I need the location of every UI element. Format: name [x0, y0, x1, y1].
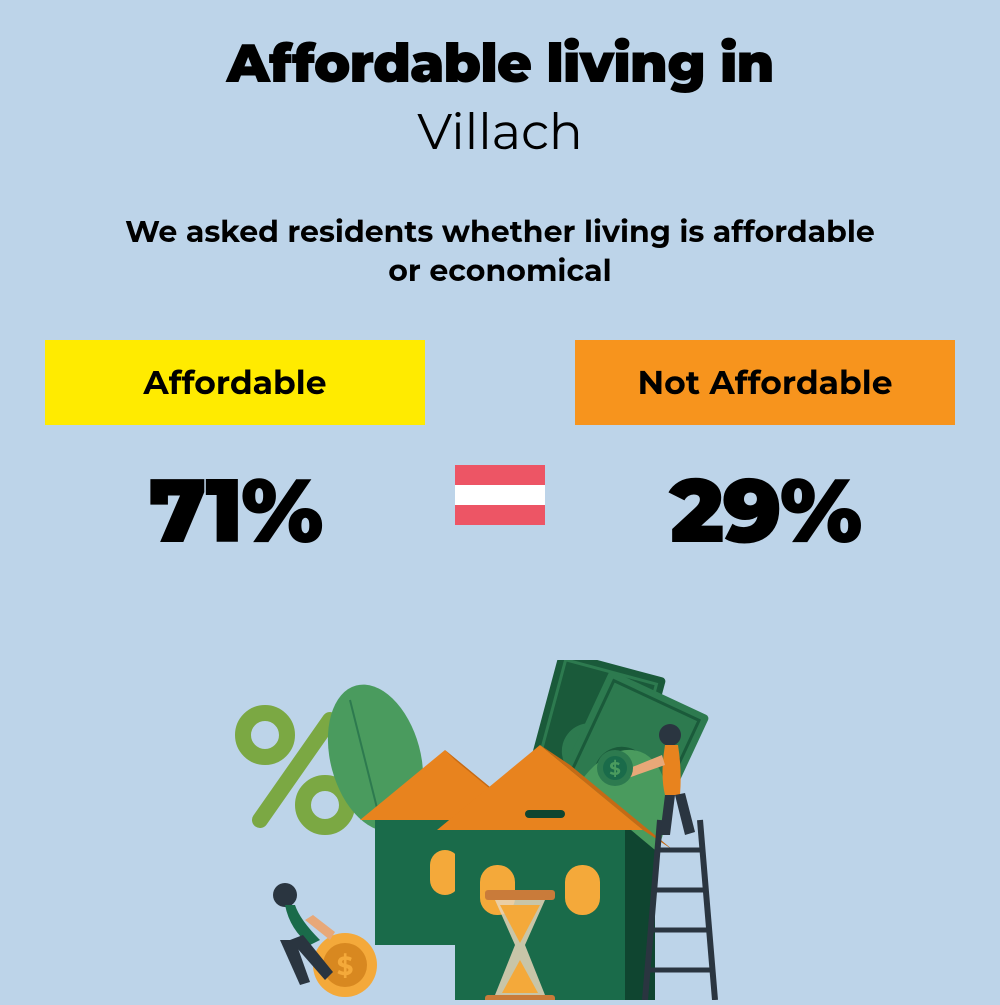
comparison-row: Affordable 71% Not Affordable 29%	[0, 340, 1000, 565]
not-affordable-percentage: 29%	[670, 455, 861, 565]
svg-text:$: $	[609, 758, 620, 780]
austria-flag-icon	[455, 465, 545, 525]
savings-illustration: $ $	[220, 660, 780, 1000]
title-line1: Affordable living in	[0, 30, 1000, 96]
affordable-column: Affordable 71%	[45, 340, 425, 565]
flag-stripe-bottom	[455, 505, 545, 525]
not-affordable-label-box: Not Affordable	[575, 340, 955, 425]
affordable-percentage: 71%	[148, 455, 321, 565]
person-left-icon: $	[273, 883, 377, 997]
flag-stripe-top	[455, 465, 545, 485]
not-affordable-column: Not Affordable 29%	[575, 340, 955, 565]
header: Affordable living in Villach	[0, 0, 1000, 162]
title-line2: Villach	[0, 101, 1000, 162]
affordable-label-box: Affordable	[45, 340, 425, 425]
not-affordable-label: Not Affordable	[637, 363, 892, 403]
subtitle: We asked residents whether living is aff…	[0, 212, 1000, 290]
svg-text:$: $	[337, 950, 354, 982]
flag-stripe-middle	[455, 485, 545, 505]
affordable-label: Affordable	[143, 363, 326, 403]
